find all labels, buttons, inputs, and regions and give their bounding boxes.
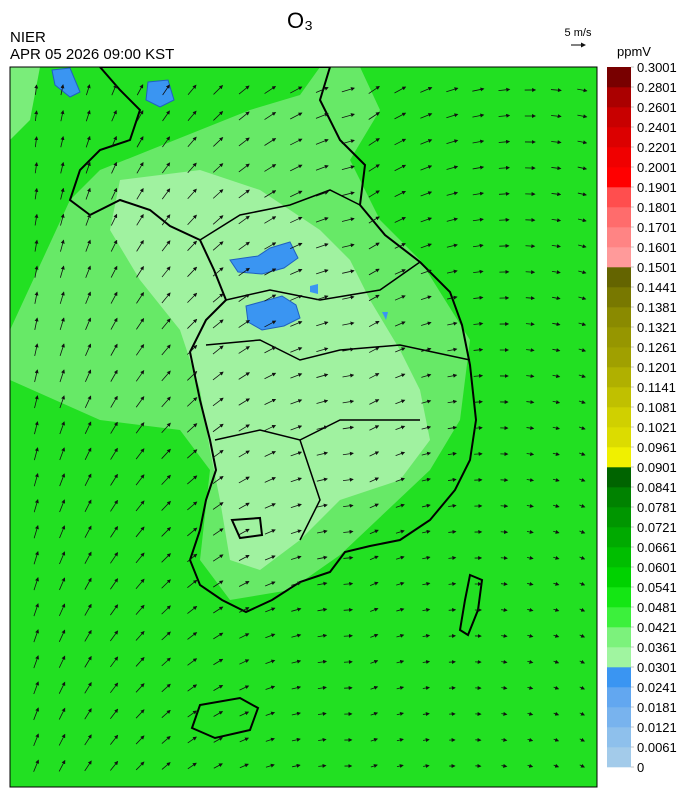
colorbar-segment [607,727,631,747]
colorbar-segment [607,387,631,407]
colorbar-segment [607,707,631,727]
colorbar-segment [607,87,631,107]
colorbar-label: 0.1701 [637,220,677,235]
colorbar-label: 0.0301 [637,660,677,675]
colorbar-label: 0.1021 [637,420,677,435]
colorbar-label: 0.1081 [637,400,677,415]
colorbar-label: 0.0541 [637,580,677,595]
colorbar-segment [607,227,631,247]
colorbar-label: 0.0661 [637,540,677,555]
colorbar-segment [607,407,631,427]
colorbar-unit: ppmV [617,44,651,59]
colorbar-segment [607,647,631,667]
colorbar-label: 0.0421 [637,620,677,635]
colorbar-segment [607,627,631,647]
wind-arrow [344,636,352,637]
colorbar-segment [607,247,631,267]
colorbar-label: 0.2801 [637,80,677,95]
colorbar-label: 0.0841 [637,480,677,495]
colorbar-label: 0.0241 [637,680,677,695]
colorbar-label: 0.1201 [637,360,677,375]
colorbar-label: 0.0961 [637,440,677,455]
colorbar-segment [607,67,631,87]
colorbar-label: 0.1501 [637,260,677,275]
colorbar-segment [607,147,631,167]
colorbar-segment [607,307,631,327]
colorbar-segment [607,287,631,307]
colorbar-segment [607,567,631,587]
colorbar-segment [607,207,631,227]
colorbar-segment [607,427,631,447]
datetime: APR 05 2026 09:00 KST [10,46,174,63]
colorbar-label: 0.0721 [637,520,677,535]
colorbar-segment [607,467,631,487]
colorbar-segment [607,267,631,287]
colorbar-segment [607,507,631,527]
colorbar-segment [607,447,631,467]
wind-arrow [499,220,509,221]
colorbar-label: 0.0121 [637,720,677,735]
colorbar-segment [607,587,631,607]
vector-scale: 5 m/s [565,27,592,39]
colorbar-label: 0.1441 [637,280,677,295]
colorbar-segment [607,187,631,207]
colorbar-segment [607,667,631,687]
colorbar-segment [607,347,631,367]
colorbar-label: 0.1381 [637,300,677,315]
colorbar-segment [607,127,631,147]
colorbar-label: 0.1901 [637,180,677,195]
colorbar-segment [607,327,631,347]
colorbar-segment [607,167,631,187]
colorbar-label: 0.0601 [637,560,677,575]
source: NIER [10,29,46,46]
wind-arrow [501,558,507,559]
title: O₃ [287,8,313,33]
colorbar: 0 0.0061 0.0121 0.0181 0.0241 0.0301 0.0361 0.0… [607,60,677,775]
colorbar-label: 0.1141 [637,380,676,395]
wind-arrow [474,428,482,429]
colorbar-label: 0.2601 [637,100,677,115]
colorbar-segment [607,607,631,627]
colorbar-label: 0.1261 [637,340,677,355]
colorbar-segment [607,687,631,707]
wind-arrow [526,272,535,273]
colorbar-label: 0.0781 [637,500,677,515]
colorbar-label: 0.2201 [637,140,677,155]
colorbar-label: 0.3001 [637,60,677,75]
colorbar-label: 0.2001 [637,160,677,175]
colorbar-segment [607,547,631,567]
map [10,67,597,787]
colorbar-label: 0.0481 [637,600,677,615]
colorbar-label: 0.1321 [637,320,677,335]
colorbar-label: 0.1801 [637,200,677,215]
colorbar-label: 0.1601 [637,240,677,255]
colorbar-label: 0 [637,760,644,775]
colorbar-segment [607,107,631,127]
colorbar-label: 0.0061 [637,740,677,755]
colorbar-label: 0.2401 [637,120,677,135]
colorbar-segment [607,527,631,547]
colorbar-segment [607,367,631,387]
colorbar-segment [607,487,631,507]
colorbar-label: 0.0901 [637,460,677,475]
colorbar-segment [607,747,631,767]
colorbar-label: 0.0361 [637,640,677,655]
colorbar-label: 0.0181 [637,700,677,715]
